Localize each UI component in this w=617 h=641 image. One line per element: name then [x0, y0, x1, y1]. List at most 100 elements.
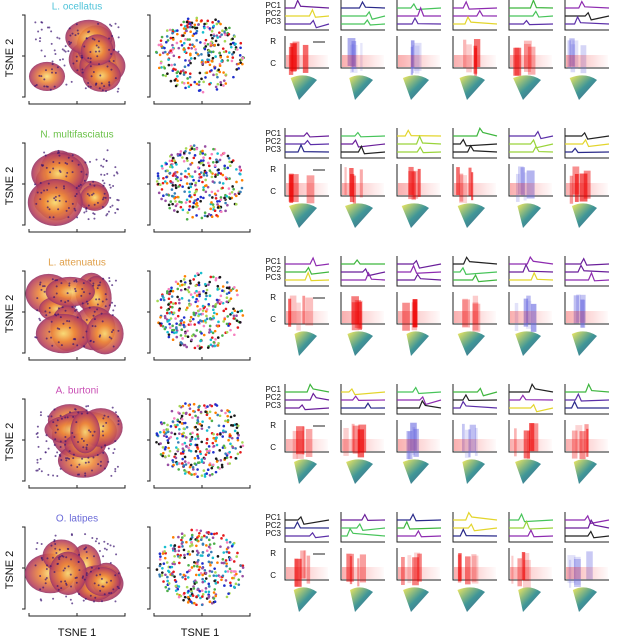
cluster-point: [194, 450, 198, 453]
pc-trace: [509, 138, 554, 149]
cluster-point: [207, 161, 210, 165]
density-point: [112, 309, 115, 312]
density-point: [57, 313, 60, 316]
cluster-point: [177, 46, 181, 50]
cluster-point: [209, 563, 212, 567]
density-point: [110, 337, 113, 340]
cluster-point: [162, 194, 165, 197]
cluster-point: [166, 463, 170, 467]
pc-trace: [397, 520, 442, 530]
cluster-point: [176, 79, 179, 83]
density-point: [102, 417, 105, 420]
cluster-point: [216, 152, 219, 155]
cluster-point: [205, 536, 209, 539]
cluster-point: [197, 23, 200, 26]
density-point: [112, 345, 115, 348]
density-point: [98, 549, 101, 552]
cluster-point: [208, 574, 211, 578]
cluster-point: [235, 319, 239, 322]
cluster-point: [202, 290, 205, 293]
density-point: [71, 602, 74, 605]
cluster-point: [219, 172, 223, 175]
density-point: [114, 211, 117, 214]
cluster-point: [224, 209, 227, 213]
cluster-point: [205, 437, 209, 441]
species-label: L. ocellatus: [52, 2, 103, 13]
fan-shape: [571, 203, 597, 228]
pc-trace: [397, 386, 442, 395]
fan-shape: [513, 75, 541, 100]
cluster-point: [195, 538, 199, 542]
density-point: [114, 411, 117, 414]
cluster-point: [162, 176, 165, 180]
cluster-point: [225, 177, 228, 181]
cluster-point: [192, 45, 196, 48]
density-point: [45, 568, 48, 571]
density-point: [112, 451, 115, 454]
response-fade: [342, 183, 384, 195]
density-point: [117, 423, 120, 426]
cluster-point: [197, 179, 201, 183]
pc-trace: [453, 9, 498, 17]
cluster-point: [197, 456, 200, 460]
cluster-point: [236, 438, 240, 442]
fan-shape: [293, 587, 317, 612]
cluster-point: [168, 165, 172, 169]
cluster-point: [170, 431, 173, 435]
cluster-point: [185, 198, 189, 202]
cluster-point: [199, 529, 203, 533]
cluster-point: [189, 61, 192, 65]
cluster-point: [171, 31, 174, 35]
fan-shape: [402, 459, 429, 484]
cluster-point: [165, 40, 168, 44]
cluster-point: [172, 311, 176, 315]
cluster-point: [179, 288, 183, 292]
cluster-point: [163, 46, 166, 50]
cluster-point: [176, 423, 179, 427]
density-point: [58, 162, 61, 165]
fan-shape: [290, 75, 317, 100]
cluster-point: [213, 192, 217, 196]
density-point: [68, 40, 71, 43]
density-point: [93, 310, 96, 313]
cluster-point: [219, 56, 223, 59]
cluster-point: [207, 590, 211, 594]
cluster-point: [186, 77, 189, 80]
pc-trace: [397, 2, 442, 11]
density-point: [59, 440, 62, 443]
species-label: O. latipes: [56, 514, 98, 525]
density-point: [50, 42, 53, 45]
fan-shape: [347, 331, 373, 356]
cluster-point: [186, 81, 190, 85]
density-point: [71, 154, 74, 157]
pc-trace: [285, 256, 330, 267]
cluster-point: [187, 286, 191, 289]
cluster-point: [195, 329, 199, 332]
cluster-point: [190, 533, 194, 537]
cluster-point: [160, 164, 164, 168]
cluster-point: [179, 40, 183, 43]
density-point: [71, 202, 74, 205]
cluster-point: [212, 311, 216, 315]
axis: [396, 420, 441, 453]
cluster-point: [220, 578, 223, 582]
cluster-point: [201, 312, 205, 316]
cluster-point: [193, 346, 197, 350]
cluster-point: [209, 33, 213, 37]
cluster-point: [172, 54, 176, 58]
cluster-point: [237, 583, 241, 586]
cluster-point: [201, 543, 205, 546]
cluster-point: [194, 414, 197, 418]
cluster-point: [213, 532, 216, 536]
density-point: [55, 424, 58, 427]
cluster-point: [182, 34, 185, 37]
density-point: [84, 461, 87, 464]
axis: [508, 384, 553, 415]
density-point: [71, 160, 74, 163]
cluster-point: [178, 427, 181, 431]
cluster-point: [162, 298, 166, 302]
cluster-point: [185, 425, 189, 429]
cluster-point: [184, 29, 188, 33]
density-point: [48, 330, 51, 333]
cluster-point: [241, 564, 245, 568]
